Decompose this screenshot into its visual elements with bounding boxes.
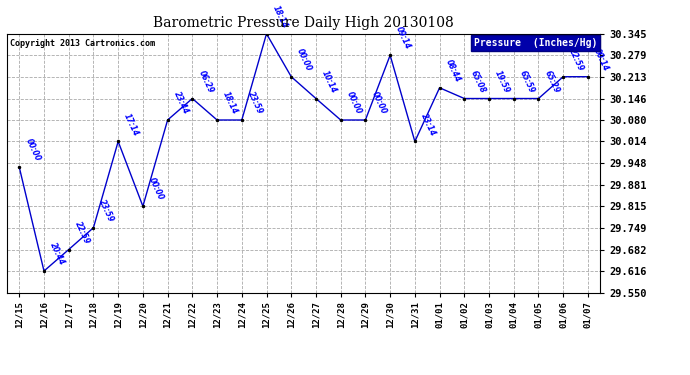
- Text: 20:44: 20:44: [48, 241, 66, 267]
- Text: 00:00: 00:00: [23, 138, 41, 163]
- Text: 06:29: 06:29: [197, 69, 215, 94]
- Title: Barometric Pressure Daily High 20130108: Barometric Pressure Daily High 20130108: [153, 16, 454, 30]
- Text: 23:59: 23:59: [97, 198, 116, 223]
- Text: 00:00: 00:00: [147, 177, 166, 202]
- Text: 22:59: 22:59: [73, 220, 91, 245]
- Text: 00:00: 00:00: [370, 90, 388, 116]
- Text: 65:08: 65:08: [469, 69, 486, 94]
- Text: 23:44: 23:44: [172, 90, 190, 116]
- Text: 22:59: 22:59: [567, 47, 586, 72]
- Text: 18:14: 18:14: [221, 90, 239, 116]
- Text: 00:14: 00:14: [592, 47, 611, 72]
- Text: 23:14: 23:14: [419, 112, 437, 137]
- Text: 08:44: 08:44: [444, 58, 462, 84]
- Text: 10:14: 10:14: [320, 69, 338, 94]
- Text: Pressure  (Inches/Hg): Pressure (Inches/Hg): [474, 38, 598, 48]
- Text: 09:14: 09:14: [394, 26, 413, 51]
- Text: 65:59: 65:59: [518, 69, 536, 94]
- Text: 00:00: 00:00: [345, 90, 363, 116]
- Text: 23:59: 23:59: [246, 90, 264, 116]
- Text: 17:14: 17:14: [122, 112, 141, 137]
- Text: Copyright 2013 Cartronics.com: Copyright 2013 Cartronics.com: [10, 39, 155, 48]
- Text: 00:00: 00:00: [295, 47, 314, 72]
- Text: 18:14: 18:14: [270, 4, 289, 30]
- Text: 65:29: 65:29: [542, 69, 561, 94]
- Text: 19:59: 19:59: [493, 69, 511, 94]
